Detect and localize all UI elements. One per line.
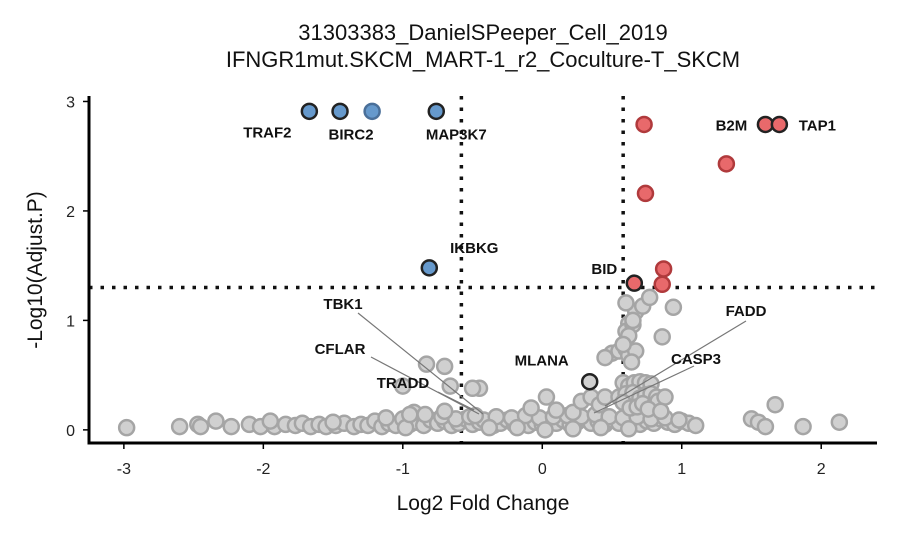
ns-point	[624, 311, 642, 330]
ns-point	[766, 395, 784, 414]
ns-point	[377, 409, 395, 427]
ns-point	[117, 418, 136, 437]
down-point	[363, 102, 381, 121]
x-tick-label: -2	[256, 461, 270, 478]
ns-point	[536, 421, 554, 439]
gene-label-fadd: FADD	[726, 303, 767, 320]
x-tick-label: -1	[396, 461, 410, 478]
gene-label-mlana: MLANA	[515, 353, 569, 370]
ns-point	[592, 418, 610, 437]
ns-point	[222, 417, 241, 436]
ns-point	[547, 401, 565, 419]
ns-point	[261, 412, 280, 430]
chart-title-line-1: 31303383_DanielSPeeper_Cell_2019	[298, 20, 667, 45]
down-point	[300, 102, 319, 121]
ns-point	[619, 420, 638, 438]
down-point	[420, 259, 439, 277]
ns-point	[656, 388, 674, 406]
up-point	[636, 184, 655, 203]
tradd-connector	[437, 391, 475, 411]
ns-point	[466, 406, 485, 425]
ns-point	[508, 418, 526, 437]
gene-label-tradd: TRADD	[377, 375, 430, 392]
ns-point	[652, 402, 670, 421]
gene-label-casp3: CASP3	[671, 351, 721, 368]
gene-label-map3k7: MAP3K7	[426, 126, 487, 143]
gene-label-cflar: CFLAR	[315, 341, 366, 358]
ns-point	[417, 355, 436, 373]
ns-point	[435, 357, 454, 376]
gene-label-ikbkg: IKBKG	[450, 240, 498, 257]
gene-labels: TBK1 CFLAR TRADD FADD CASP3 MLANA TRAF2 BIRC2 MA…	[243, 117, 836, 392]
y-tick-label: 3	[66, 94, 75, 111]
ns-point	[191, 417, 210, 436]
gene-label-tbk1: TBK1	[323, 296, 362, 313]
ns-point	[670, 411, 688, 429]
up-point	[654, 260, 673, 278]
ns-point	[622, 353, 641, 371]
non-significant-points	[117, 288, 849, 439]
up-point	[770, 115, 789, 134]
gene-label-tap1: TAP1	[799, 117, 836, 134]
ns-point	[394, 377, 412, 395]
casp3-connector	[593, 365, 695, 414]
y-tick-label: 1	[66, 313, 75, 330]
x-tick-label: 1	[677, 461, 686, 478]
ns-point	[756, 417, 775, 436]
down-point	[331, 102, 349, 121]
gene-label-traf2: TRAF2	[243, 124, 291, 141]
chart-title-line-2: IFNGR1mut.SKCM_MART-1_r2_Coculture-T_SKC…	[226, 47, 740, 72]
y-tick-label: 0	[66, 423, 75, 440]
y-tick-label: 2	[66, 204, 75, 221]
ns-point	[686, 416, 705, 435]
axes: -3 -2 -1 0 1 2 0 1 2 3	[66, 94, 877, 478]
ns-point	[435, 402, 454, 421]
cflar-connector	[370, 356, 480, 415]
down-point	[427, 102, 446, 121]
label-connectors	[357, 312, 747, 415]
ns-point	[170, 417, 189, 436]
ns-point	[463, 379, 482, 398]
ns-point	[324, 413, 342, 431]
gene-label-b2m: B2M	[716, 117, 748, 134]
ns-point	[617, 294, 635, 312]
ns-point	[480, 418, 499, 437]
ns-point	[416, 405, 434, 424]
x-tick-label: 2	[817, 461, 826, 478]
x-tick-label: 0	[538, 461, 547, 478]
ns-point	[794, 417, 812, 436]
ns-point	[614, 335, 632, 354]
ns-point	[564, 420, 582, 438]
ns-point	[401, 405, 419, 424]
up-point	[625, 274, 644, 292]
up-point	[635, 115, 653, 134]
ns-point	[830, 413, 849, 431]
ns-point	[596, 348, 614, 367]
y-axis-title: -Log10(Adjust.P)	[24, 191, 47, 349]
x-tick-label: -3	[117, 461, 131, 478]
up-point	[653, 275, 671, 294]
tbk1-connector	[357, 312, 484, 415]
ns-point	[207, 412, 225, 430]
ns-point	[640, 288, 659, 307]
ns-point	[522, 399, 540, 417]
x-axis-title: Log2 Fold Change	[397, 492, 570, 515]
gene-label-birc2: BIRC2	[329, 126, 374, 143]
gene-label-bid: BID	[591, 261, 617, 278]
up-point	[717, 155, 736, 173]
significant-points	[300, 102, 789, 391]
fadd-connector	[604, 320, 747, 407]
highlighted-point	[580, 372, 599, 391]
ns-point	[664, 298, 683, 317]
ns-point	[653, 328, 671, 346]
ns-point	[537, 388, 556, 406]
